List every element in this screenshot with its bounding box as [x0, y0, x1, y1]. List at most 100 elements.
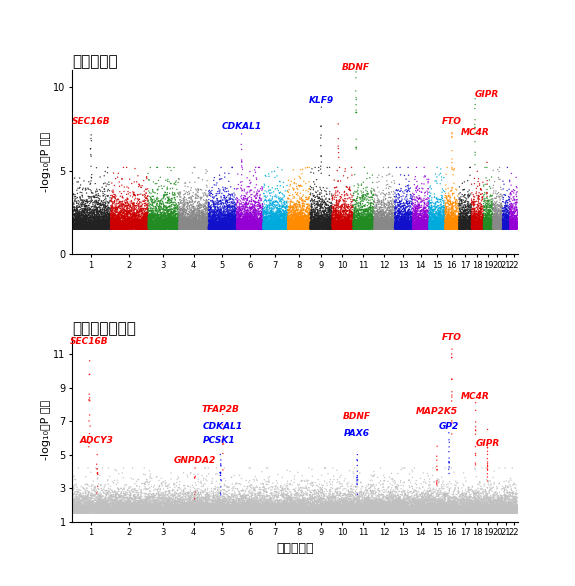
- Point: [473, 500, 482, 509]
- Point: [493, 215, 503, 224]
- Point: [350, 212, 359, 221]
- Point: [324, 505, 333, 514]
- Point: [206, 508, 216, 517]
- Point: [428, 506, 437, 515]
- Point: [255, 217, 264, 226]
- Point: [414, 496, 423, 506]
- Point: [173, 506, 182, 516]
- Point: [218, 496, 227, 505]
- Point: [279, 223, 288, 233]
- Point: [367, 224, 377, 234]
- Point: [166, 502, 175, 511]
- Point: [326, 223, 335, 232]
- Point: [188, 508, 197, 517]
- Point: [129, 224, 138, 233]
- Point: [260, 495, 269, 504]
- Point: [486, 485, 495, 494]
- Point: [75, 215, 84, 224]
- Point: [316, 507, 325, 517]
- Point: [175, 507, 185, 517]
- Point: [351, 507, 361, 516]
- Point: [96, 217, 105, 227]
- Point: [99, 505, 109, 514]
- Point: [438, 224, 447, 234]
- Point: [315, 490, 324, 499]
- Point: [104, 496, 113, 505]
- Point: [403, 217, 412, 226]
- Point: [426, 502, 435, 512]
- Point: [316, 222, 325, 231]
- Point: [280, 507, 289, 516]
- Point: [139, 224, 148, 233]
- Point: [467, 507, 477, 516]
- Point: [472, 209, 481, 218]
- Point: [381, 506, 390, 516]
- Point: [511, 508, 520, 517]
- Point: [176, 210, 185, 219]
- Point: [286, 507, 295, 517]
- Point: [98, 223, 108, 233]
- Point: [137, 214, 147, 224]
- Point: [189, 216, 198, 225]
- Point: [513, 505, 522, 515]
- Point: [292, 221, 301, 230]
- Point: [312, 500, 321, 510]
- Point: [152, 222, 162, 231]
- Point: [251, 217, 260, 227]
- Point: [287, 224, 296, 233]
- Point: [202, 223, 212, 233]
- Point: [397, 224, 406, 233]
- Point: [259, 216, 269, 226]
- Point: [120, 491, 129, 500]
- Point: [396, 214, 405, 223]
- Point: [101, 506, 110, 516]
- Point: [404, 223, 413, 233]
- Point: [177, 217, 186, 227]
- Point: [90, 506, 99, 516]
- Point: [204, 223, 213, 232]
- Point: [244, 507, 253, 517]
- Point: [108, 503, 117, 512]
- Point: [408, 493, 417, 503]
- Point: [333, 223, 342, 232]
- Point: [205, 506, 214, 516]
- Point: [379, 222, 388, 231]
- Point: [496, 507, 505, 516]
- Point: [80, 495, 89, 504]
- Point: [198, 221, 207, 230]
- Point: [143, 220, 152, 230]
- Point: [198, 218, 207, 227]
- Point: [131, 502, 140, 511]
- Point: [104, 496, 113, 505]
- Point: [351, 220, 361, 230]
- Point: [430, 213, 439, 223]
- Point: [351, 143, 361, 152]
- Point: [324, 506, 333, 515]
- Point: [260, 224, 269, 234]
- Point: [170, 221, 179, 230]
- Point: [469, 217, 478, 226]
- Point: [465, 507, 474, 517]
- Point: [218, 509, 227, 518]
- Point: [405, 496, 414, 506]
- Point: [464, 213, 473, 222]
- Point: [201, 498, 210, 507]
- Point: [402, 498, 412, 507]
- Point: [334, 499, 343, 509]
- Point: [432, 500, 442, 510]
- Point: [91, 197, 101, 206]
- Point: [96, 498, 105, 507]
- Point: [106, 216, 116, 225]
- Point: [301, 219, 310, 228]
- Point: [356, 219, 365, 228]
- Point: [484, 223, 493, 233]
- Point: [300, 506, 309, 516]
- Point: [481, 212, 490, 222]
- Point: [493, 215, 503, 224]
- Point: [390, 204, 400, 213]
- Point: [409, 219, 418, 228]
- Point: [140, 505, 150, 514]
- Point: [315, 498, 324, 507]
- Point: [366, 224, 375, 234]
- Point: [288, 507, 297, 516]
